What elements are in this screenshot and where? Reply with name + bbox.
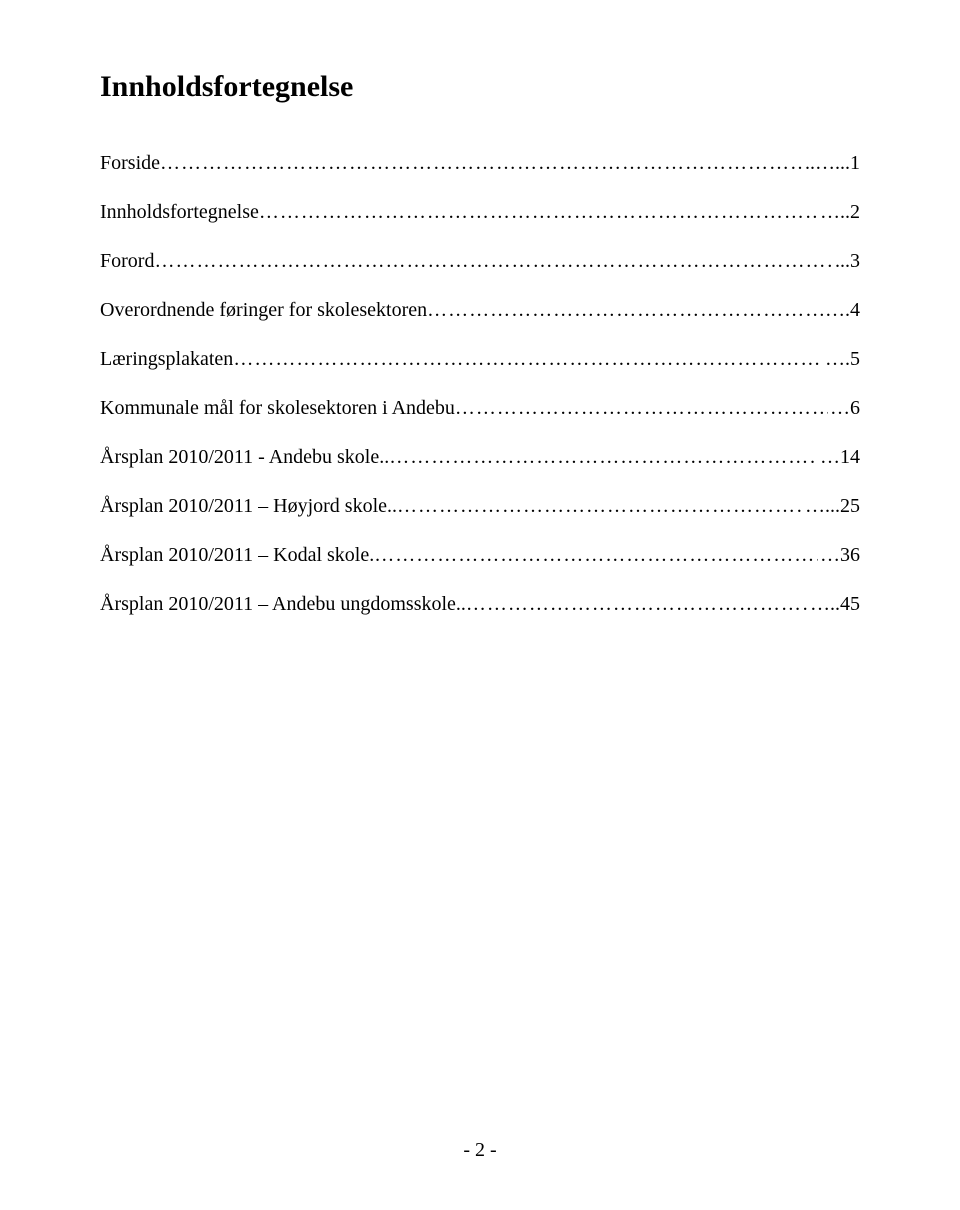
toc-leader [455,397,828,420]
page-number-footer: - 2 - [0,1139,960,1162]
toc-label: Kommunale mål for skolesektoren i Andebu [100,397,455,420]
toc-label: Årsplan 2010/2011 - Andebu skole.. [100,446,389,469]
toc-label: Årsplan 2010/2011 – Kodal skole. [100,544,374,567]
toc-label: Årsplan 2010/2011 – Andebu ungdomsskole.… [100,593,466,616]
table-of-contents: Forside ..…...1 Innholdsfortegnelse …..2… [100,152,860,616]
toc-page: …36 [818,544,860,567]
toc-row: Årsplan 2010/2011 – Andebu ungdomsskole.… [100,593,860,616]
toc-leader [466,593,808,616]
toc-leader [397,495,803,518]
toc-leader [374,544,818,567]
toc-leader [160,152,803,175]
toc-label: Læringsplakaten [100,348,233,371]
toc-label: Forord [100,250,154,273]
toc-page: ….5 [823,348,860,371]
toc-label: Forside [100,152,160,175]
toc-leader [154,250,833,273]
toc-row: Årsplan 2010/2011 - Andebu skole.. …14 [100,446,860,469]
toc-page: …6 [828,397,860,420]
toc-row: Årsplan 2010/2011 – Kodal skole. …36 [100,544,860,567]
toc-leader [259,201,818,224]
toc-page: ….4 [823,299,860,322]
toc-leader [233,348,823,371]
toc-row: Innholdsfortegnelse …..2 [100,201,860,224]
toc-leader [427,299,823,322]
toc-page: ..…...1 [803,152,860,175]
toc-label: Innholdsfortegnelse [100,201,259,224]
toc-label: Overordnende føringer for skolesektoren [100,299,427,322]
toc-row: Forord ...3 [100,250,860,273]
toc-page: …14 [818,446,860,469]
toc-row: Årsplan 2010/2011 – Høyjord skole.. …...… [100,495,860,518]
toc-row: Overordnende føringer for skolesektoren … [100,299,860,322]
toc-page: ...3 [833,250,860,273]
toc-leader [389,446,818,469]
toc-row: Læringsplakaten ….5 [100,348,860,371]
page-title: Innholdsfortegnelse [100,70,860,104]
toc-page: …...25 [803,495,860,518]
toc-page: …..45 [808,593,860,616]
toc-page: …..2 [818,201,860,224]
toc-row: Forside ..…...1 [100,152,860,175]
toc-row: Kommunale mål for skolesektoren i Andebu… [100,397,860,420]
toc-label: Årsplan 2010/2011 – Høyjord skole.. [100,495,397,518]
